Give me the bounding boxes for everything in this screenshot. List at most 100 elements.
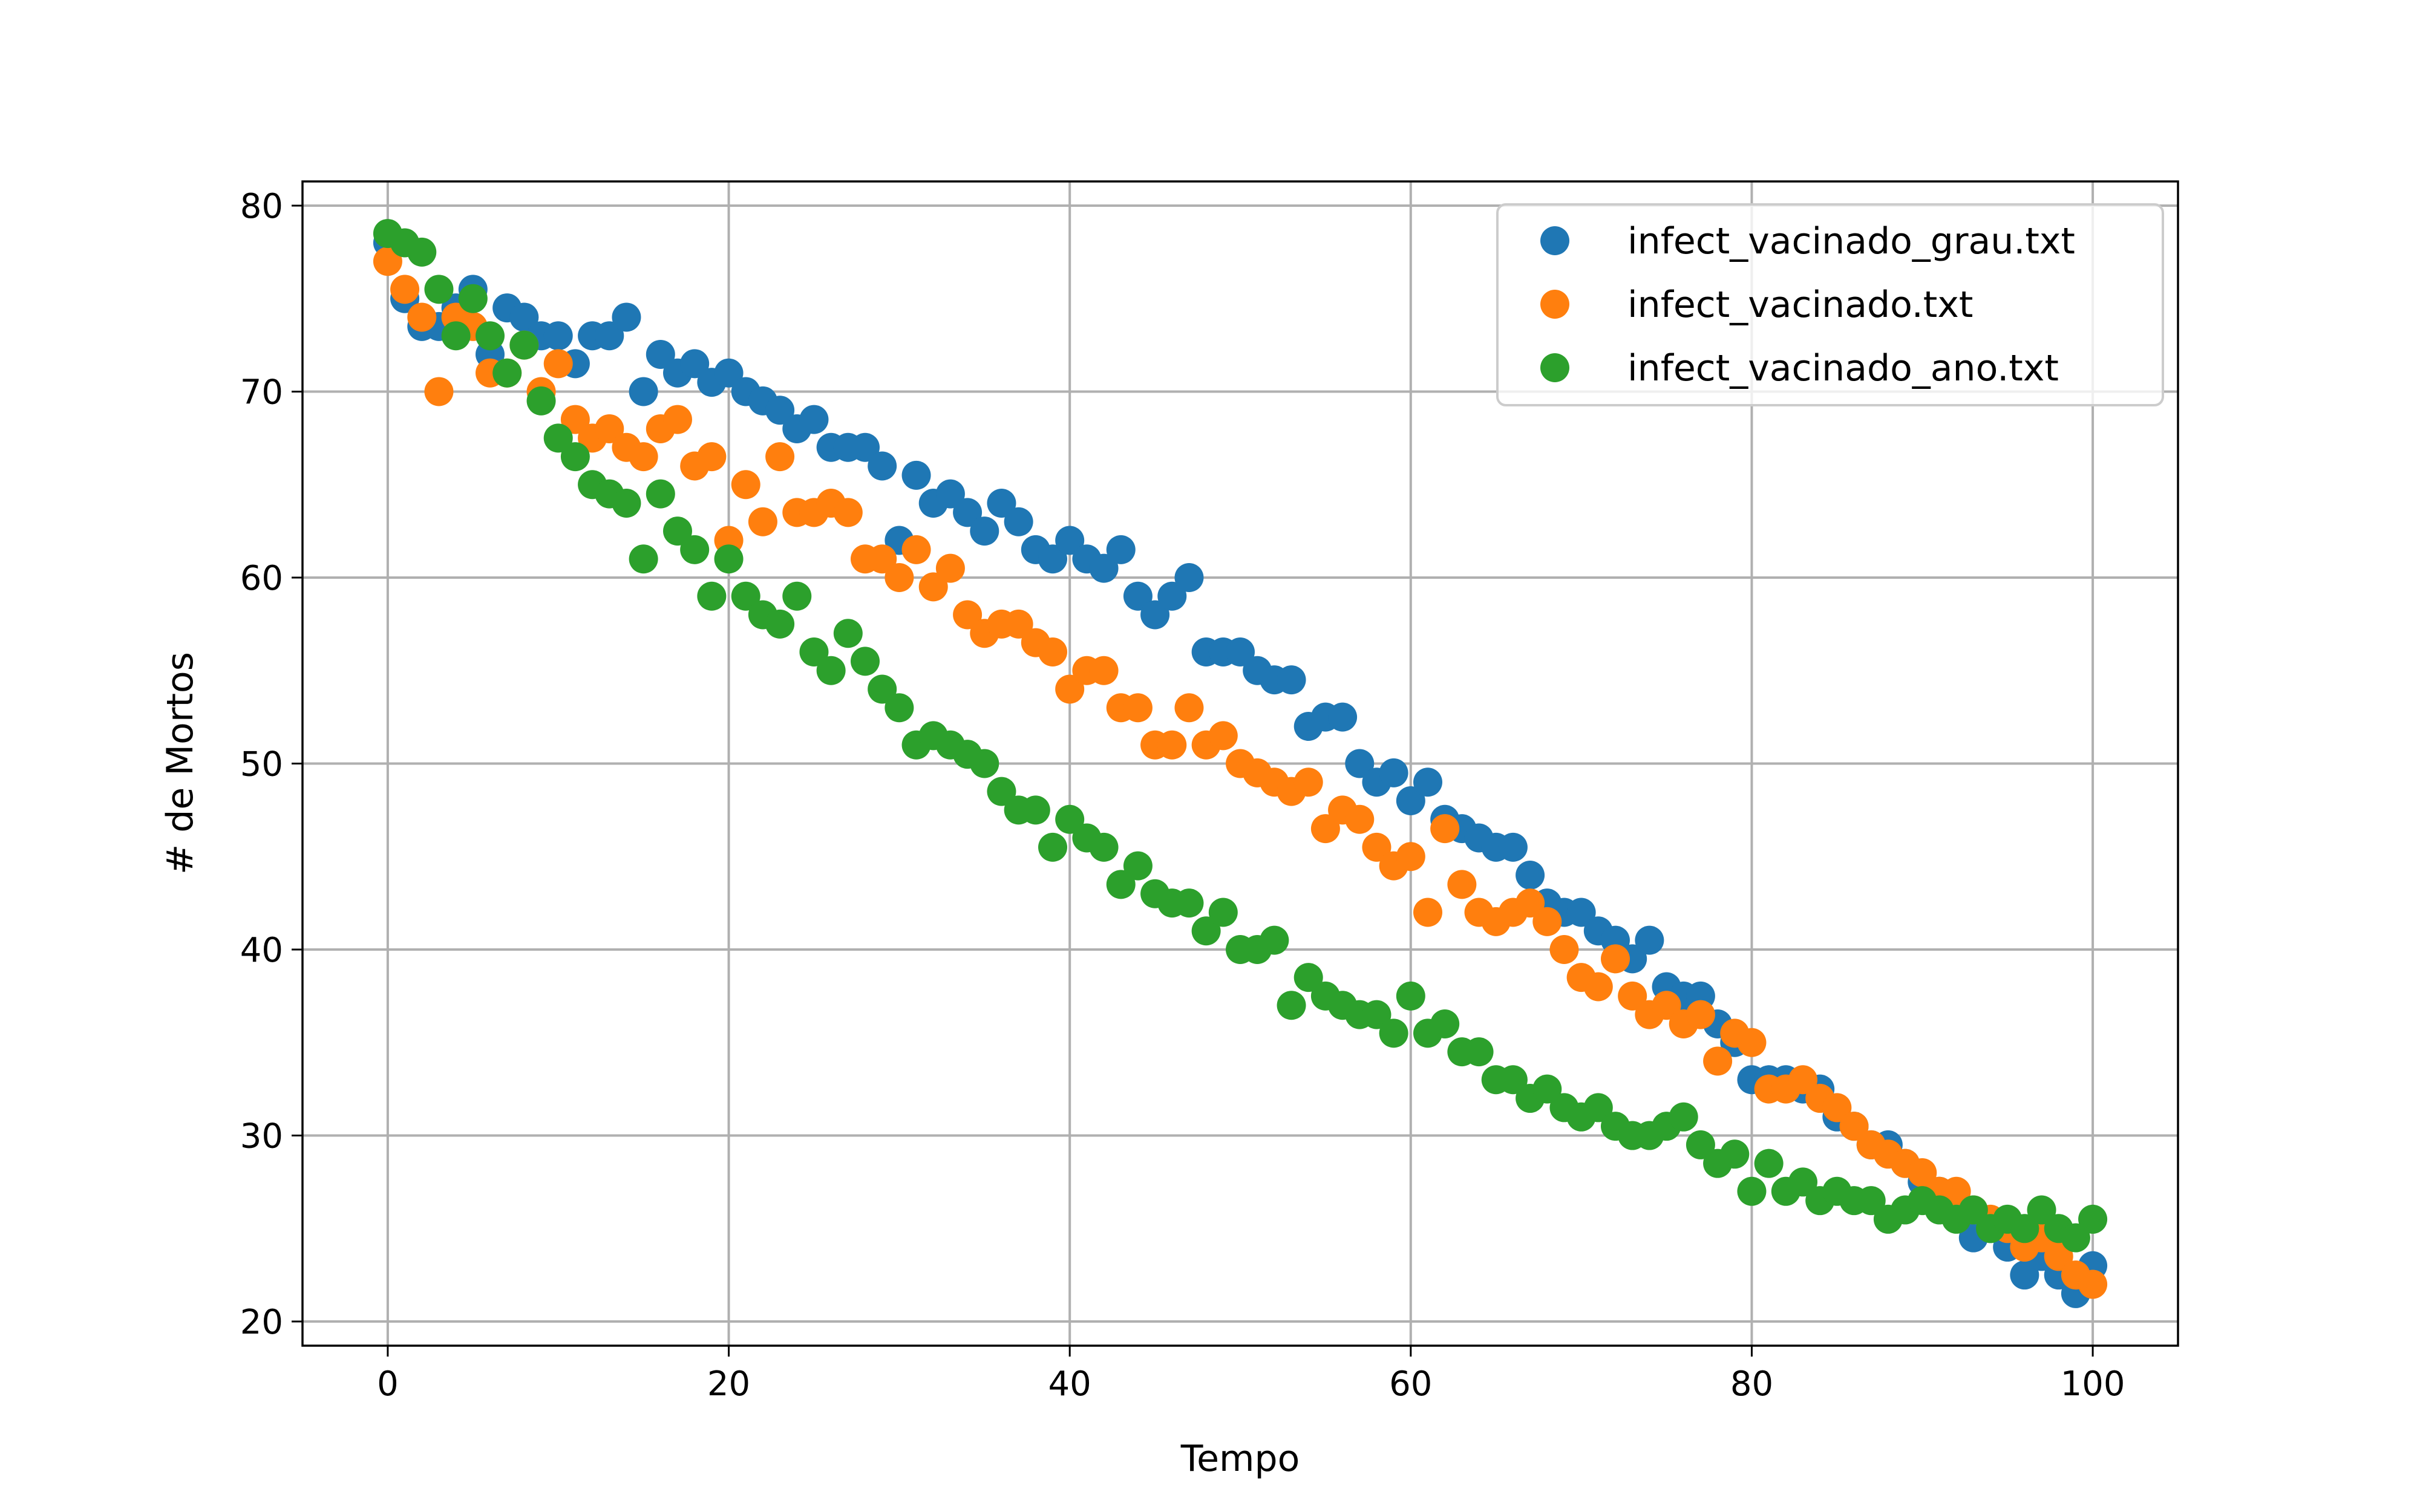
point-series-2-17	[663, 516, 692, 546]
point-series-1-90	[1908, 1158, 1937, 1188]
point-series-0-35	[970, 516, 999, 546]
y-tick-label-5: 70	[240, 373, 283, 412]
x-tick-label-4: 80	[1730, 1364, 1773, 1404]
point-series-1-31	[901, 535, 931, 564]
point-series-1-17	[663, 405, 692, 434]
y-axis: 20 30 40 50 60 70 80	[240, 187, 302, 1342]
point-series-1-75	[1652, 991, 1681, 1020]
point-series-0-60	[1396, 786, 1425, 816]
point-series-2-19	[697, 581, 727, 611]
point-series-1-27	[833, 498, 863, 527]
point-series-2-10	[543, 423, 573, 453]
point-series-1-44	[1123, 693, 1153, 723]
point-series-2-24	[782, 581, 812, 611]
point-series-0-59	[1379, 758, 1408, 787]
series-2	[373, 219, 2108, 1253]
point-series-0-34	[953, 498, 983, 527]
point-series-2-38	[1021, 795, 1050, 825]
point-series-2-3	[424, 275, 454, 304]
point-series-1-32	[918, 572, 948, 602]
point-series-0-61	[1413, 767, 1442, 797]
point-series-0-15	[629, 377, 658, 406]
point-series-1-42	[1089, 656, 1119, 685]
point-series-0-23	[765, 396, 795, 425]
point-series-2-39	[1038, 832, 1067, 862]
point-series-2-93	[1958, 1195, 1988, 1225]
point-series-2-2	[407, 237, 437, 267]
point-series-1-73	[1618, 981, 1647, 1011]
point-series-2-48	[1191, 916, 1221, 946]
x-axis: 0 20 40 60 80 100	[377, 1346, 2125, 1404]
legend-label-1: infect_vacinado.txt	[1627, 284, 1973, 326]
x-tick-label-1: 20	[707, 1364, 750, 1404]
point-series-2-7	[492, 358, 522, 388]
y-tick-label-2: 40	[240, 931, 283, 970]
point-series-2-29	[868, 674, 897, 704]
legend-marker-0	[1540, 226, 1569, 255]
point-series-0-14	[612, 302, 641, 332]
point-series-0-36	[987, 488, 1016, 518]
point-series-0-39	[1038, 544, 1067, 574]
point-series-1-68	[1532, 907, 1562, 936]
x-axis-label: Tempo	[1180, 1438, 1300, 1480]
point-series-2-9	[526, 386, 556, 415]
x-tick-label-2: 40	[1048, 1364, 1091, 1404]
point-series-0-13	[595, 321, 624, 351]
point-series-2-42	[1089, 832, 1119, 862]
point-series-0-42	[1089, 553, 1119, 583]
point-series-1-34	[953, 600, 983, 630]
point-series-2-30	[885, 693, 914, 723]
legend-label-0: infect_vacinado_grau.txt	[1627, 220, 2075, 262]
point-series-2-47	[1174, 888, 1204, 918]
point-series-1-15	[629, 442, 658, 472]
legend: infect_vacinado_grau.txt infect_vacinado.…	[1496, 203, 2164, 406]
point-series-1-77	[1686, 1000, 1715, 1029]
point-series-0-53	[1277, 665, 1306, 695]
point-series-2-76	[1669, 1102, 1698, 1132]
point-series-2-71	[1583, 1093, 1613, 1123]
y-tick-label-1: 30	[240, 1117, 283, 1156]
point-series-2-15	[629, 544, 658, 574]
legend-box	[1496, 203, 2164, 406]
point-series-1-62	[1430, 814, 1460, 844]
point-series-2-35	[970, 749, 999, 778]
point-series-2-66	[1498, 1065, 1528, 1095]
point-series-0-67	[1516, 861, 1545, 890]
y-axis-label: # de Mortos	[159, 652, 201, 875]
point-series-2-99	[2061, 1223, 2090, 1253]
point-series-0-29	[868, 451, 897, 481]
y-tick-label-6: 80	[240, 187, 283, 226]
point-series-1-40	[1055, 674, 1085, 704]
point-series-1-23	[765, 442, 795, 472]
point-series-2-44	[1123, 851, 1153, 881]
point-series-2-68	[1532, 1074, 1562, 1104]
point-series-2-54	[1293, 963, 1323, 992]
point-series-1-13	[595, 414, 624, 443]
point-series-1-22	[748, 507, 777, 536]
point-series-0-56	[1328, 702, 1358, 732]
point-series-1-30	[885, 562, 914, 592]
point-series-2-53	[1277, 991, 1306, 1020]
point-series-2-36	[987, 777, 1016, 806]
point-series-1-71	[1583, 972, 1613, 1002]
point-series-0-40	[1055, 526, 1085, 555]
point-series-1-10	[543, 349, 573, 379]
point-series-1-67	[1516, 888, 1545, 918]
point-series-1-29	[868, 544, 897, 574]
point-series-1-85	[1822, 1093, 1852, 1123]
point-series-1-72	[1601, 944, 1630, 974]
point-series-0-66	[1498, 832, 1528, 862]
point-series-2-52	[1260, 925, 1289, 955]
data-points	[373, 219, 2108, 1308]
point-series-1-54	[1293, 767, 1323, 797]
point-series-2-64	[1464, 1037, 1494, 1067]
legend-marker-1	[1540, 290, 1569, 319]
point-series-1-92	[1941, 1176, 1971, 1206]
point-series-1-80	[1737, 1028, 1767, 1057]
point-series-2-77	[1686, 1130, 1715, 1159]
point-series-0-31	[901, 460, 931, 490]
point-series-2-20	[714, 544, 744, 574]
point-series-0-50	[1226, 637, 1255, 666]
point-series-2-4	[441, 321, 471, 351]
point-series-2-81	[1754, 1149, 1784, 1178]
